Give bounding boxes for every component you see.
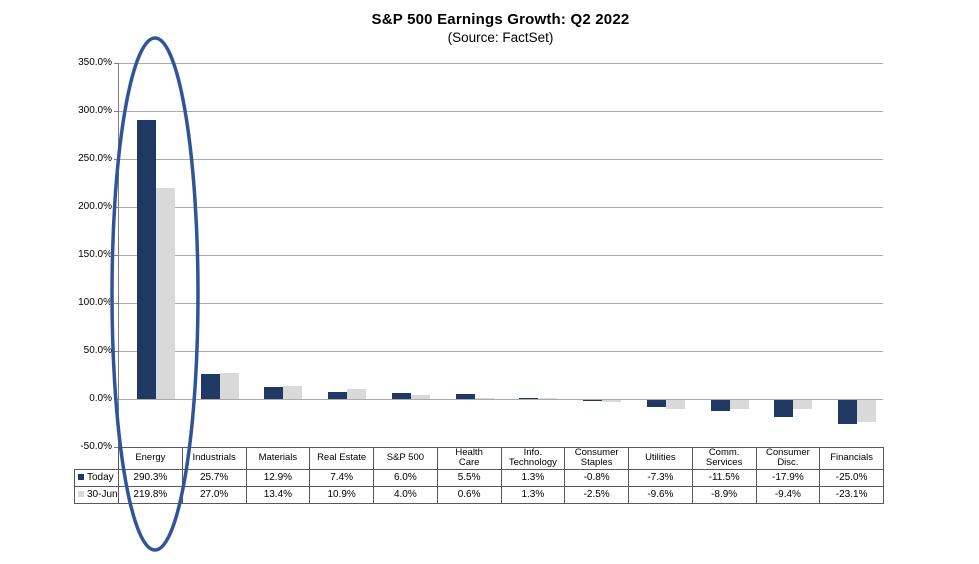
bar-30-jun-industrials bbox=[219, 373, 239, 399]
value-today-consumer-disc: -17.9% bbox=[755, 468, 821, 487]
bar-today-consumer-staples bbox=[583, 400, 603, 401]
y-axis-label: 150.0% bbox=[78, 249, 112, 260]
value-today-industrials: 25.7% bbox=[181, 468, 247, 487]
bar-today-consumer-disc bbox=[774, 400, 794, 418]
bar-today-utilities bbox=[646, 400, 666, 407]
column-header-comm-services: Comm. Services bbox=[691, 447, 757, 470]
gridline bbox=[118, 207, 883, 208]
y-axis-label: 200.0% bbox=[78, 201, 112, 212]
gridline bbox=[118, 159, 883, 160]
value-30-jun-comm-services: -8.9% bbox=[691, 485, 757, 504]
value-today-utilities: -7.3% bbox=[628, 468, 693, 487]
column-header-info-technology: Info. Technology bbox=[500, 447, 566, 470]
column-header-real-estate: Real Estate bbox=[309, 447, 374, 470]
value-30-jun-health-care: 0.6% bbox=[436, 485, 502, 504]
column-header-consumer-staples: Consumer Staples bbox=[564, 447, 629, 470]
table-corner bbox=[75, 448, 119, 470]
chart-subtitle: (Source: FactSet) bbox=[447, 30, 554, 45]
gridline bbox=[118, 255, 883, 256]
gridline bbox=[118, 63, 883, 64]
bar-today-financials bbox=[838, 400, 858, 424]
bar-today-comm-services bbox=[710, 400, 730, 411]
bar-today-real-estate bbox=[328, 391, 348, 399]
value-30-jun-consumer-staples: -2.5% bbox=[564, 485, 629, 504]
bar-30-jun-real-estate bbox=[347, 388, 367, 399]
value-30-jun-materials: 13.4% bbox=[245, 485, 311, 504]
column-header-utilities: Utilities bbox=[628, 447, 693, 470]
value-today-comm-services: -11.5% bbox=[691, 468, 757, 487]
y-axis-label: 300.0% bbox=[78, 105, 112, 116]
value-30-jun-utilities: -9.6% bbox=[628, 485, 693, 504]
bar-30-jun-consumer-disc bbox=[793, 400, 813, 409]
table-row-today: Today 290.3% 25.7% 12.9% 7.4% 6.0% 5.5% 1.3% -0.… bbox=[74, 468, 884, 487]
column-header-energy: Energy bbox=[118, 447, 183, 470]
legend-marker-today bbox=[78, 474, 84, 480]
table-row-30-jun: 30-Jun 219.8% 27.0% 13.4% 10.9% 4.0% 0.6% 1.3% -… bbox=[74, 485, 884, 504]
data-table: Energy Industrials Materials Real Estate S&P… bbox=[74, 447, 884, 504]
bar-30-jun-energy bbox=[155, 188, 175, 399]
column-header-health-care: Health Care bbox=[436, 447, 502, 470]
gridline bbox=[118, 111, 883, 112]
bar-30-jun-health-care bbox=[474, 398, 494, 399]
column-header-industrials: Industrials bbox=[181, 447, 247, 470]
legend-today: Today bbox=[74, 468, 119, 487]
value-today-materials: 12.9% bbox=[245, 468, 311, 487]
value-30-jun-real-estate: 10.9% bbox=[309, 485, 374, 504]
gridline bbox=[118, 303, 883, 304]
bar-today-info-technology bbox=[519, 397, 539, 399]
bar-30-jun-utilities bbox=[665, 400, 685, 410]
bar-30-jun-financials bbox=[857, 400, 877, 423]
value-today-info-technology: 1.3% bbox=[500, 468, 566, 487]
bar-today-energy bbox=[136, 120, 156, 399]
y-axis-label: 50.0% bbox=[83, 345, 112, 356]
bar-30-jun-s-p-500 bbox=[410, 395, 430, 399]
value-today-s-p-500: 6.0% bbox=[373, 468, 438, 487]
y-axis-label: 0.0% bbox=[89, 393, 112, 404]
bar-30-jun-info-technology bbox=[538, 397, 558, 399]
bar-today-health-care bbox=[455, 393, 475, 399]
value-today-energy: 290.3% bbox=[118, 468, 183, 487]
value-30-jun-info-technology: 1.3% bbox=[500, 485, 566, 504]
legend-30-jun: 30-Jun bbox=[74, 485, 119, 504]
legend-marker-30-jun bbox=[78, 491, 84, 497]
value-30-jun-energy: 219.8% bbox=[118, 485, 183, 504]
chart-title: S&P 500 Earnings Growth: Q2 2022 bbox=[371, 11, 630, 28]
value-30-jun-financials: -23.1% bbox=[819, 485, 884, 504]
value-30-jun-s-p-500: 4.0% bbox=[373, 485, 438, 504]
column-header-consumer-disc: Consumer Disc. bbox=[755, 447, 821, 470]
value-today-consumer-staples: -0.8% bbox=[564, 468, 629, 487]
bar-today-s-p-500 bbox=[391, 393, 411, 399]
bar-30-jun-comm-services bbox=[729, 400, 749, 409]
table-header-row: Energy Industrials Materials Real Estate S&P… bbox=[75, 447, 884, 470]
bar-today-materials bbox=[264, 386, 284, 399]
bar-30-jun-consumer-staples bbox=[602, 400, 622, 403]
column-header-financials: Financials bbox=[819, 447, 884, 470]
column-header-s-p-500: S&P 500 bbox=[373, 447, 438, 470]
y-axis-label: 250.0% bbox=[78, 153, 112, 164]
y-axis-label: -50.0% bbox=[80, 441, 112, 452]
y-axis-label: 100.0% bbox=[78, 297, 112, 308]
value-today-financials: -25.0% bbox=[819, 468, 884, 487]
gridline bbox=[118, 399, 883, 400]
bar-30-jun-materials bbox=[283, 386, 303, 399]
column-header-materials: Materials bbox=[245, 447, 311, 470]
bar-today-industrials bbox=[200, 374, 220, 399]
value-today-real-estate: 7.4% bbox=[309, 468, 374, 487]
value-30-jun-consumer-disc: -9.4% bbox=[755, 485, 821, 504]
y-axis-label: 350.0% bbox=[78, 57, 112, 68]
value-30-jun-industrials: 27.0% bbox=[181, 485, 247, 504]
y-axis-line bbox=[118, 63, 119, 448]
gridline bbox=[118, 351, 883, 352]
value-today-health-care: 5.5% bbox=[436, 468, 502, 487]
